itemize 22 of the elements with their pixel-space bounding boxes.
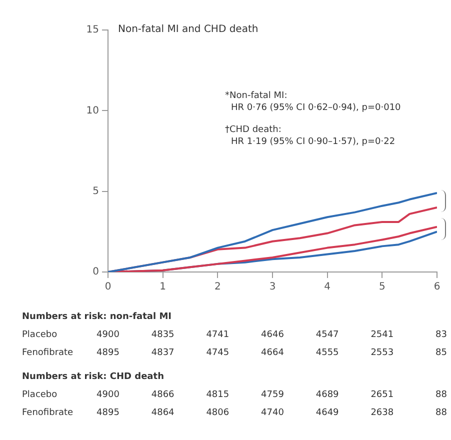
y-tick-label: 0 (92, 266, 99, 278)
annotation: †CHD death: (225, 124, 282, 136)
x-tick-label: 4 (324, 282, 331, 293)
x-tick-label: 6 (434, 282, 440, 293)
text: Numbers at risk: non-fatal MI (22, 312, 172, 322)
text: Fenofibrate 4895 4864 4806 4740 4649 2638 88 (22, 408, 447, 418)
y-tick-label: 10 (86, 105, 99, 116)
text: Numbers at risk: CHD death (22, 372, 164, 382)
annotation: *Non-fatal MI: (225, 90, 288, 102)
chart-title: Non-fatal MI and CHD death (118, 24, 258, 35)
text: Placebo 4900 4866 4815 4759 4689 2651 88 (22, 390, 447, 400)
x-tick-label: 1 (160, 282, 166, 293)
y-tick-label: 15 (86, 24, 99, 36)
x-tick-label: 0 (104, 282, 112, 293)
x-tick-label: 3 (269, 282, 276, 293)
x-tick-label: 2 (214, 282, 221, 293)
annotation: HR 1·19 (95% CI 0·90–1·57), p=0·22 (230, 136, 396, 148)
text: Placebo 4900 4835 4741 4646 4547 2541 83 (22, 330, 447, 340)
text: Fenofibrate 4895 4837 4745 4664 4555 2553 85 (22, 348, 447, 358)
annotation: HR 0·76 (95% CI 0·62–0·94), p=0·010 (230, 102, 401, 114)
x-tick-label: 5 (378, 282, 386, 293)
y-tick-label: 5 (92, 186, 99, 197)
